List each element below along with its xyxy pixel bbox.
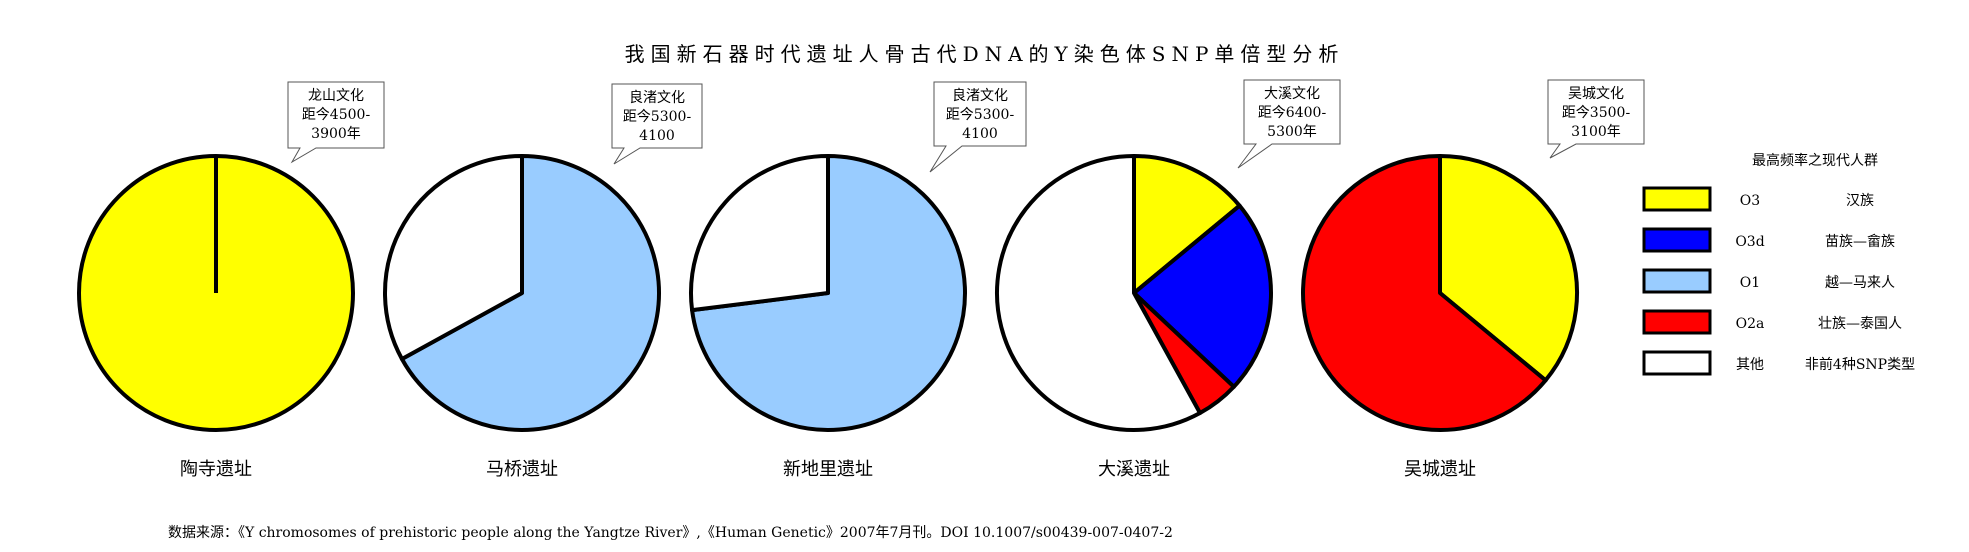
pie-1-callout-line-3: 3900年: [311, 126, 361, 142]
pie-4-callout-line-3: 5300年: [1267, 124, 1317, 140]
pie-4-callout-line-2: 距今6400-: [1258, 105, 1327, 121]
pie-3-site-label: 新地里遗址: [783, 459, 873, 480]
pie-4-slice-o3: [1132, 154, 1242, 295]
pie-2-callout-line-3: 4100: [639, 128, 675, 144]
pie-4-callout: [1237, 79, 1341, 169]
legend-code-o3: O3: [1740, 193, 1760, 209]
pie-3-callout-line-2: 距今5300-: [946, 107, 1015, 123]
legend-swatch-other: [1642, 350, 1712, 376]
pie-4-callout-line-1: 大溪文化: [1264, 86, 1320, 102]
legend-population-o1: 越—马来人: [1825, 275, 1895, 291]
pie-2-callout: [611, 83, 703, 165]
pie-2-slice-other: [383, 154, 524, 361]
legend-swatch-o3d: [1642, 227, 1712, 253]
chart-title: 我国新石器时代遗址人骨古代DNA的Y染色体SNP单倍型分析: [624, 42, 1345, 66]
legend-population-other: 非前4种SNP类型: [1805, 356, 1915, 373]
pie-1-callout-line-2: 距今4500-: [302, 107, 371, 123]
pie-4-slice-o3d: [1132, 203, 1273, 389]
pie-2-callout-line-1: 良渚文化: [629, 90, 685, 106]
legend-code-other: 其他: [1736, 357, 1764, 373]
legend-swatch-o2a: [1642, 309, 1712, 335]
pie-5-callout-line-1: 吴城文化: [1568, 86, 1624, 102]
pie-3-callout-line-1: 良渚文化: [952, 88, 1008, 104]
legend-code-o2a: O2a: [1736, 316, 1765, 332]
legend-title: 最高频率之现代人群: [1752, 153, 1878, 169]
pie-3-slice-other: [689, 154, 830, 313]
pie-5-callout-line-3: 3100年: [1571, 124, 1621, 140]
pie-1-callout: [287, 81, 385, 164]
pie-2-callout-line-2: 距今5300-: [623, 109, 692, 125]
legend-swatch-o3: [1642, 186, 1712, 212]
pie-1-callout-line-1: 龙山文化: [308, 88, 364, 104]
legend-swatch-o1: [1642, 268, 1712, 294]
pie-5-callout-line-2: 距今3500-: [1562, 105, 1631, 121]
legend-population-o3d: 苗族—畲族: [1825, 233, 1895, 250]
legend-code-o3d: O3d: [1735, 234, 1764, 250]
pie-2-slice-o1: [399, 154, 661, 432]
pie-5-slice-o3: [1438, 154, 1579, 383]
legend-population-o3: 汉族: [1846, 193, 1874, 209]
pie-3-callout: [929, 81, 1027, 173]
pie-4-site-label: 大溪遗址: [1098, 459, 1170, 480]
pie-3-callout-line-3: 4100: [962, 126, 998, 142]
pie-5-site-label: 吴城遗址: [1404, 459, 1476, 480]
pie-1-site-label: 陶寺遗址: [180, 459, 252, 480]
legend-code-o1: O1: [1740, 275, 1760, 291]
pie-4-slice-other: [995, 154, 1202, 432]
pie-5-slice-o2a: [1301, 154, 1548, 432]
source-note: 数据来源：《Y chromosomes of prehistoric peopl…: [168, 525, 1173, 541]
pie-5-callout: [1547, 79, 1645, 159]
legend-population-o2a: 壮族—泰国人: [1818, 316, 1902, 332]
pie-2-site-label: 马桥遗址: [486, 459, 558, 480]
